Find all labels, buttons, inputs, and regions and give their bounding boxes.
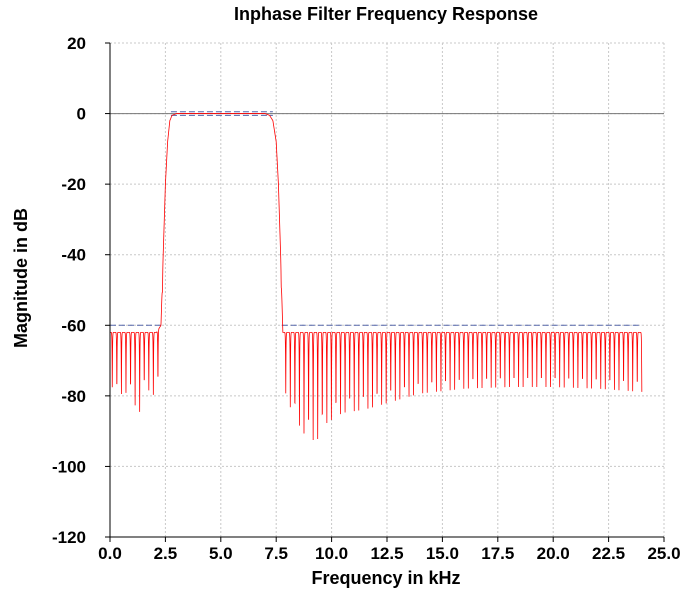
y-tick-labels: 20 0 -20 -40 -60 -80 -100 -120 [52,34,86,547]
response-series [110,113,643,441]
chart-title: Inphase Filter Frequency Response [234,4,538,24]
x-tick-label: 22.5 [592,544,625,563]
x-axis-label: Frequency in kHz [311,568,460,588]
x-tick-label: 12.5 [370,544,403,563]
x-tick-labels: 0.0 2.5 5.0 7.5 10.0 12.5 15.0 17.5 20.0 22.5 25.0 [98,544,680,563]
y-tick-label: -60 [61,316,86,335]
x-tick-label: 25.0 [647,544,680,563]
x-tick-label: 2.5 [154,544,178,563]
y-axis-label: Magnitude in dB [11,208,31,348]
x-tick-label: 10.0 [315,544,348,563]
x-tick-label: 0.0 [98,544,122,563]
y-tick-label: 0 [77,105,86,124]
axes [105,42,665,542]
spec-mask-lines [110,111,642,326]
response-line [110,113,643,441]
y-tick-label: 20 [67,34,86,53]
y-tick-label: -100 [52,457,86,476]
y-tick-label: -40 [61,246,86,265]
grid [110,42,665,537]
y-tick-label: -80 [61,387,86,406]
x-tick-label: 7.5 [264,544,288,563]
x-tick-label: 20.0 [537,544,570,563]
x-tick-label: 17.5 [481,544,514,563]
x-tick-label: 5.0 [209,544,233,563]
y-tick-label: -120 [52,528,86,547]
y-tick-label: -20 [61,175,86,194]
x-tick-label: 15.0 [426,544,459,563]
